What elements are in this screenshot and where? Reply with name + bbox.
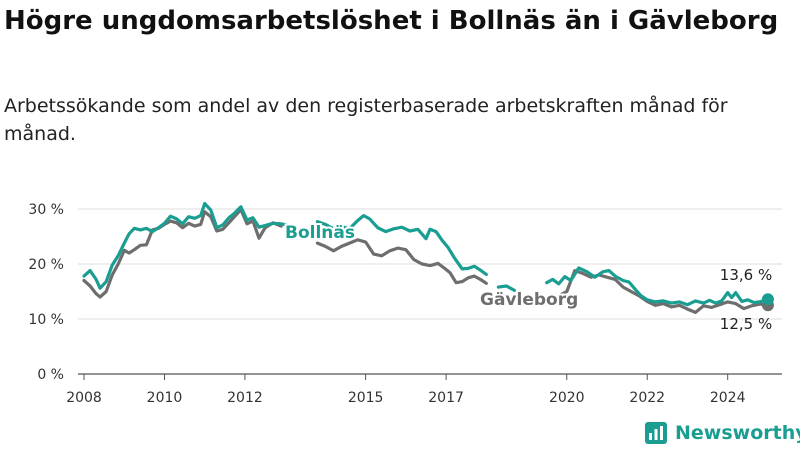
x-tick-label: 2017 bbox=[428, 390, 464, 406]
y-tick-label: 20 % bbox=[28, 257, 64, 273]
y-tick-label: 0 % bbox=[37, 367, 64, 383]
brand-name: Newsworthy bbox=[675, 422, 800, 444]
series-line-bollnas bbox=[82, 201, 770, 307]
x-tick-label: 2020 bbox=[549, 390, 585, 406]
x-tick-label: 2012 bbox=[227, 390, 263, 406]
bar-chart-logo-icon bbox=[645, 422, 667, 444]
x-tick-label: 2010 bbox=[147, 390, 183, 406]
chart-subtitle: Arbetssökande som andel av den registerb… bbox=[4, 95, 728, 145]
series-line-gavleborg bbox=[82, 208, 770, 314]
y-tick-label: 30 % bbox=[28, 202, 64, 218]
series-end-point-bollnas bbox=[761, 293, 774, 306]
end-value-label-bollnas: 13,6 % bbox=[720, 266, 772, 284]
y-tick-label: 10 % bbox=[28, 312, 64, 328]
x-tick-label: 2015 bbox=[348, 390, 384, 406]
x-tick-label: 2022 bbox=[629, 390, 665, 406]
series-name-label-gavleborg: Gävleborg bbox=[480, 290, 578, 310]
end-value-label-gavleborg: 12,5 % bbox=[720, 315, 772, 333]
x-tick-label: 2008 bbox=[66, 390, 102, 406]
series-name-label-bollnas: Bollnäs bbox=[285, 223, 355, 243]
chart-title: Högre ungdomsarbetslöshet i Bollnäs än i… bbox=[4, 6, 779, 36]
newsworthy-logo[interactable]: Newsworthy bbox=[645, 420, 800, 446]
x-tick-label: 2024 bbox=[710, 390, 746, 406]
line-chart: 0 % 10 % 20 % 30 % 2008 2010 2012 2015 2017 2020 2… bbox=[28, 201, 782, 406]
